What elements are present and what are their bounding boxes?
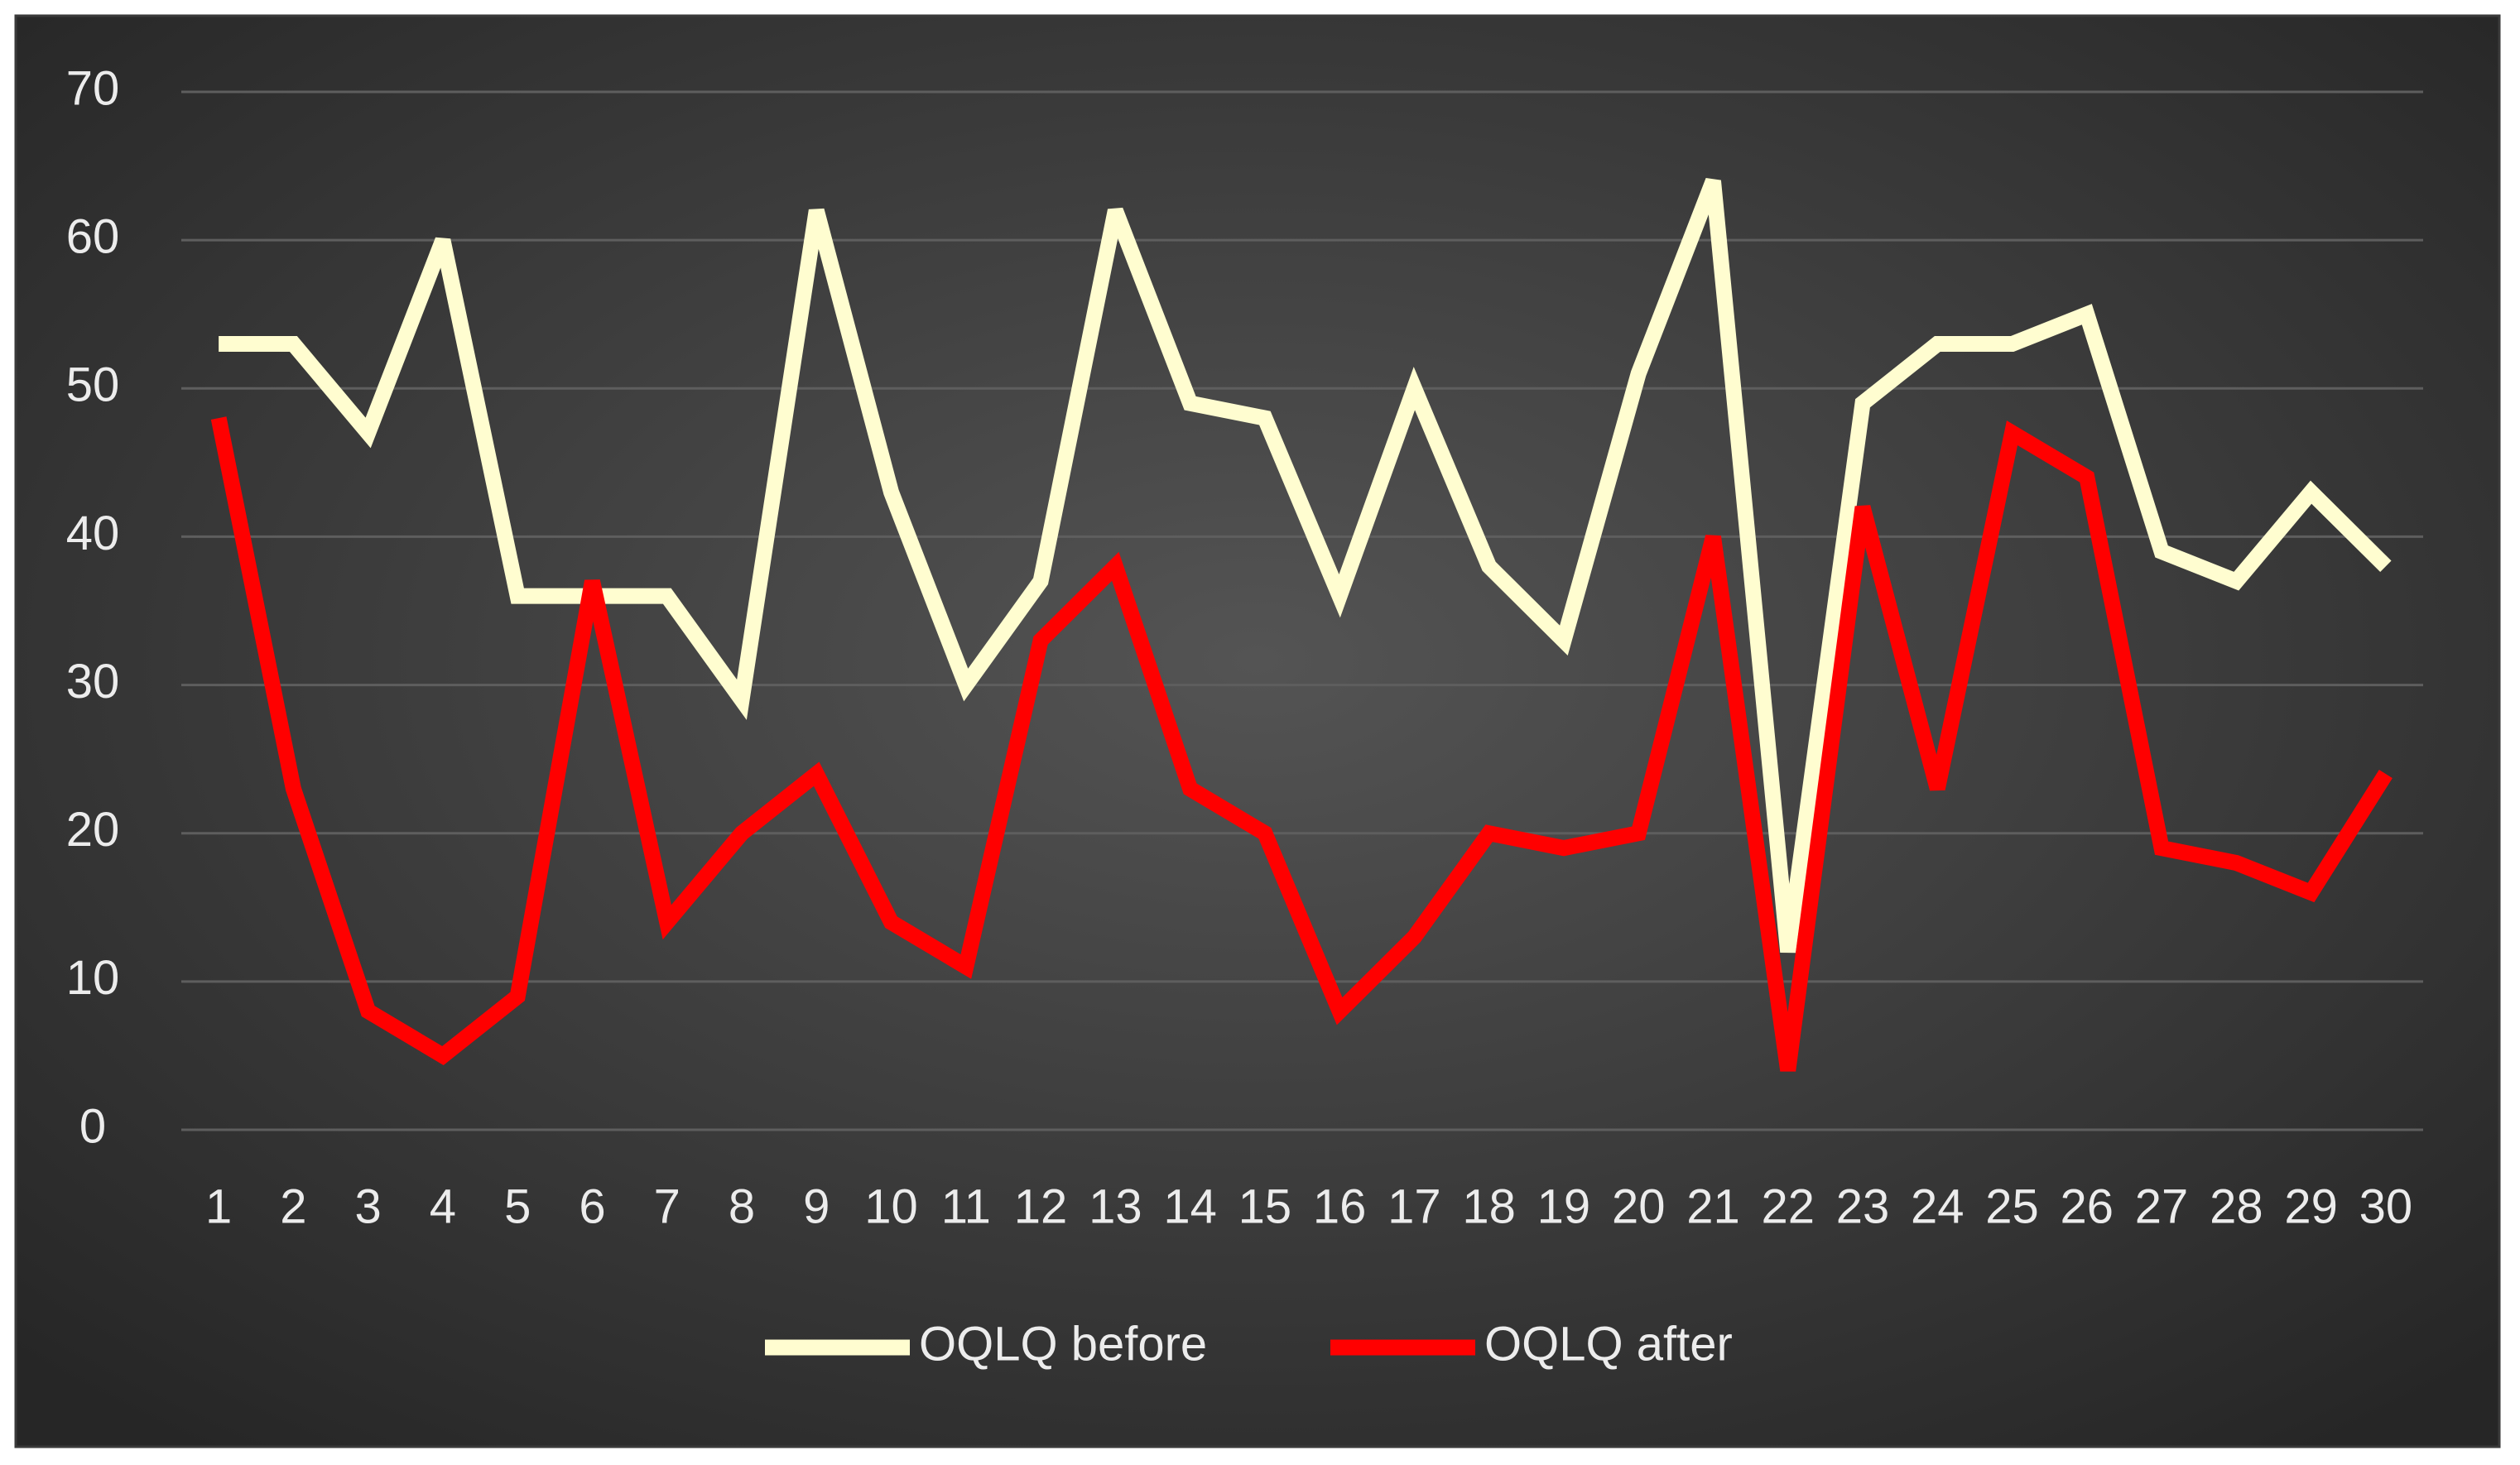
x-tick-label: 15	[1238, 1179, 1292, 1233]
legend-label: OQLQ before	[919, 1317, 1207, 1371]
x-tick-label: 17	[1387, 1179, 1441, 1233]
y-tick-label: 70	[66, 61, 120, 115]
x-tick-label: 10	[864, 1179, 918, 1233]
x-tick-label: 14	[1163, 1179, 1217, 1233]
x-tick-label: 21	[1686, 1179, 1740, 1233]
x-tick-label: 7	[654, 1179, 680, 1233]
y-tick-label: 50	[66, 358, 120, 412]
x-tick-label: 12	[1014, 1179, 1068, 1233]
x-tick-label: 4	[430, 1179, 456, 1233]
x-tick-label: 24	[1911, 1179, 1965, 1233]
x-tick-label: 22	[1761, 1179, 1815, 1233]
x-tick-label: 26	[2061, 1179, 2114, 1233]
x-tick-label: 30	[2359, 1179, 2413, 1233]
x-tick-label: 1	[205, 1179, 232, 1233]
x-tick-label: 9	[803, 1179, 830, 1233]
x-tick-label: 20	[1612, 1179, 1666, 1233]
series-line	[210, 416, 2393, 1072]
x-tick-label: 28	[2210, 1179, 2263, 1233]
x-tick-label: 23	[1836, 1179, 1890, 1233]
x-tick-label: 13	[1089, 1179, 1142, 1233]
x-tick-label: 16	[1313, 1179, 1367, 1233]
x-tick-label: 8	[729, 1179, 755, 1233]
y-tick-label: 40	[66, 507, 120, 560]
series-line	[219, 178, 2392, 953]
y-tick-label: 0	[79, 1099, 106, 1153]
x-tick-label: 6	[579, 1179, 605, 1233]
x-tick-label: 27	[2135, 1179, 2189, 1233]
x-tick-label: 11	[941, 1179, 991, 1233]
y-tick-label: 60	[66, 209, 120, 263]
x-tick-label: 2	[280, 1179, 306, 1233]
x-tick-label: 3	[355, 1179, 382, 1233]
x-tick-label: 19	[1537, 1179, 1591, 1233]
x-tick-label: 25	[1985, 1179, 2039, 1233]
x-tick-label: 5	[504, 1179, 531, 1233]
x-tick-label: 18	[1462, 1179, 1516, 1233]
y-tick-label: 30	[66, 655, 120, 708]
legend-label: OQLQ after	[1484, 1317, 1733, 1371]
x-tick-label: 29	[2284, 1179, 2338, 1233]
y-tick-label: 10	[66, 951, 120, 1005]
y-tick-label: 20	[66, 803, 120, 857]
